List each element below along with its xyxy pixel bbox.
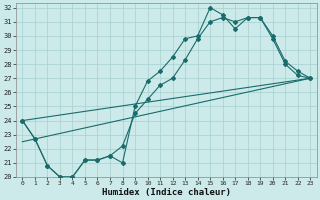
X-axis label: Humidex (Indice chaleur): Humidex (Indice chaleur)	[102, 188, 231, 197]
